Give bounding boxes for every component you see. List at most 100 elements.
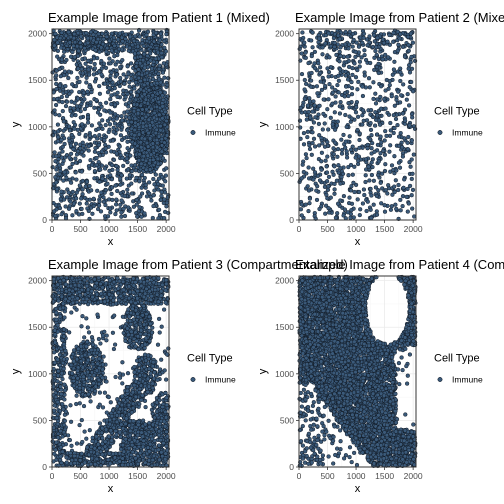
scatter-point xyxy=(338,99,343,105)
scatter-point xyxy=(110,197,115,203)
x-tick-label: 0 xyxy=(50,224,55,234)
scatter-point xyxy=(64,99,70,104)
scatter-point xyxy=(155,50,161,55)
scatter-point xyxy=(80,178,85,184)
scatter-point xyxy=(136,67,141,72)
scatter-point xyxy=(311,99,316,104)
scatter-point xyxy=(77,201,82,206)
scatter-point xyxy=(326,184,331,189)
scatter-point xyxy=(332,40,337,46)
scatter-point xyxy=(73,160,79,165)
scatter-point xyxy=(78,44,84,49)
scatter-point xyxy=(332,164,337,169)
scatter-point xyxy=(330,122,335,127)
scatter-point xyxy=(111,157,117,163)
scatter-point xyxy=(119,198,124,203)
scatter-point xyxy=(85,40,90,46)
scatter-point xyxy=(299,213,304,218)
panel-3: 0 500 1000 1500 20000500100015002000xyExampl… xyxy=(10,257,348,495)
scatter-point xyxy=(393,116,399,122)
scatter-point xyxy=(156,71,161,76)
scatter-point xyxy=(391,112,396,118)
scatter-point xyxy=(310,45,315,50)
scatter-point xyxy=(108,210,113,215)
scatter-point xyxy=(400,154,406,159)
scatter-point xyxy=(164,133,170,138)
scatter-point xyxy=(160,183,165,188)
scatter-point xyxy=(308,115,313,120)
scatter-point xyxy=(121,88,126,93)
scatter-point xyxy=(115,94,120,100)
scatter-point xyxy=(389,204,394,209)
scatter-point xyxy=(70,82,75,87)
scatter-point xyxy=(75,30,81,36)
scatter-point xyxy=(108,97,113,102)
scatter-point xyxy=(138,54,143,59)
scatter-point xyxy=(356,158,361,163)
scatter-point xyxy=(327,55,332,60)
scatter-point xyxy=(159,193,164,199)
scatter-point xyxy=(55,129,61,134)
scatter-point xyxy=(330,85,335,90)
scatter-point xyxy=(352,61,357,66)
scatter-point xyxy=(321,111,326,117)
scatter-point xyxy=(107,122,113,127)
y-tick-label: 500 xyxy=(33,168,47,178)
scatter-point xyxy=(158,128,163,133)
x-tick-label: 1500 xyxy=(128,224,147,234)
scatter-point xyxy=(83,132,88,138)
scatter-point xyxy=(87,428,92,433)
scatter-point xyxy=(53,213,58,219)
scatter-point xyxy=(304,117,309,122)
scatter-point xyxy=(142,77,147,82)
scatter-point xyxy=(370,164,375,170)
scatter-point xyxy=(147,167,153,172)
scatter-point xyxy=(136,122,141,127)
scatter-point xyxy=(399,93,404,98)
scatter-point xyxy=(373,48,378,54)
scatter-point xyxy=(76,48,81,53)
scatter-point xyxy=(132,51,138,56)
scatter-point xyxy=(316,143,322,148)
scatter-point xyxy=(69,113,74,118)
scatter-point xyxy=(405,209,410,214)
scatter-point xyxy=(114,151,119,156)
scatter-point xyxy=(388,143,393,148)
scatter-point xyxy=(330,90,335,95)
panel-title: Example Image from Patient 2 (Mixed) xyxy=(295,10,504,25)
scatter-point xyxy=(57,83,62,88)
scatter-point xyxy=(71,106,76,111)
scatter-point xyxy=(316,121,322,127)
scatter-point xyxy=(365,199,370,204)
scatter-point xyxy=(70,49,75,55)
scatter-point xyxy=(360,113,365,118)
scatter-point xyxy=(159,357,164,362)
scatter-point xyxy=(141,124,146,129)
scatter-point xyxy=(336,90,341,95)
scatter-point xyxy=(395,48,400,53)
scatter-point xyxy=(307,143,312,148)
scatter-point xyxy=(137,152,142,157)
scatter-point xyxy=(60,108,65,114)
scatter-point xyxy=(74,208,79,214)
scatter-point xyxy=(129,119,134,125)
scatter-point xyxy=(378,84,384,89)
scatter-point xyxy=(102,81,108,86)
scatter-point xyxy=(71,201,77,206)
scatter-point xyxy=(92,61,97,67)
scatter-point xyxy=(309,125,314,131)
scatter-point xyxy=(357,137,362,143)
scatter-point xyxy=(67,128,73,133)
scatter-point xyxy=(114,163,119,169)
scatter-point xyxy=(303,50,308,55)
scatter-point xyxy=(140,116,145,121)
scatter-point xyxy=(77,183,82,188)
scatter-point xyxy=(317,206,322,212)
scatter-point xyxy=(409,79,414,85)
scatter-point xyxy=(96,126,101,131)
scatter-point xyxy=(78,34,84,39)
scatter-point xyxy=(333,94,338,99)
scatter-point xyxy=(314,197,320,203)
scatter-point xyxy=(397,36,402,41)
scatter-point xyxy=(118,75,123,81)
